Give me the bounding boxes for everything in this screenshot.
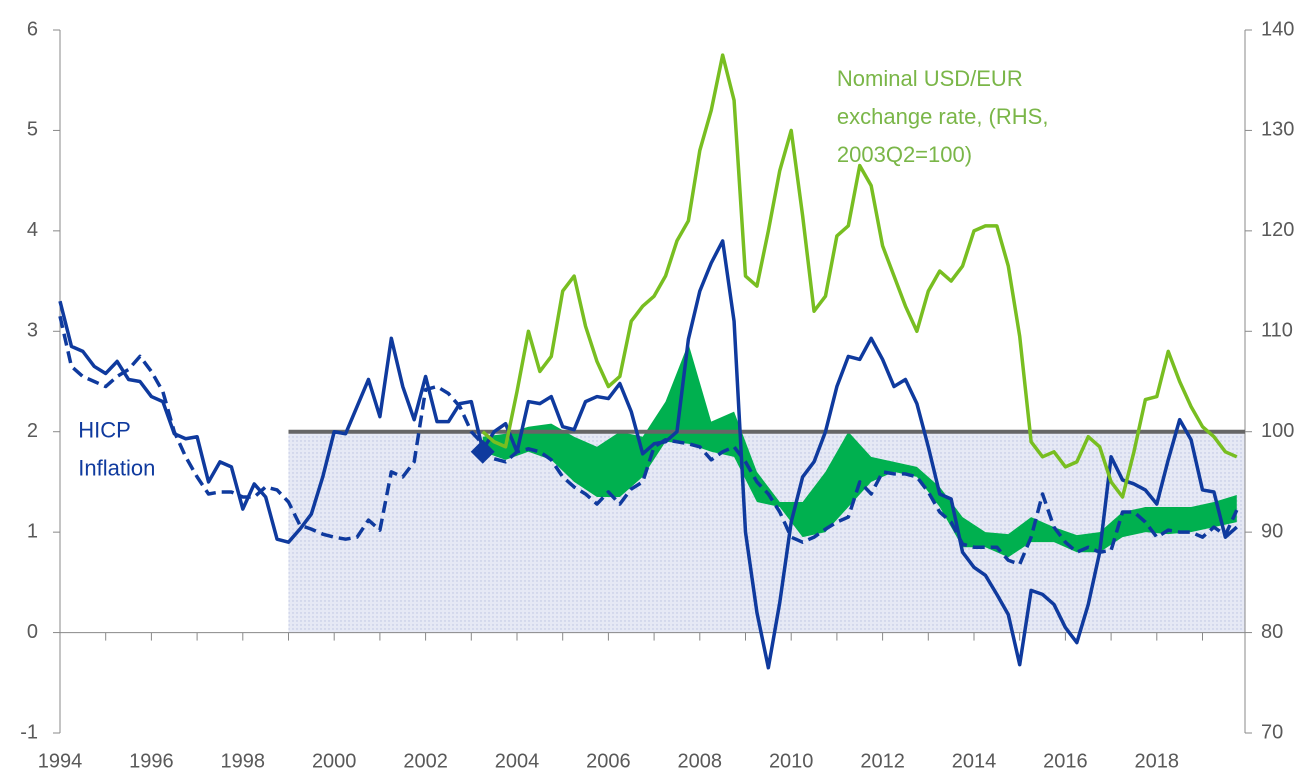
x-tick-label: 2006 [586,750,631,772]
series-line [58,315,1239,567]
x-tick-label: 2018 [1135,750,1180,772]
target-zone [288,431,1245,633]
x-tick-label: 2012 [860,750,905,772]
x-tick-label: 2014 [952,750,997,772]
x-tick-label: 1996 [129,750,174,772]
x-tick-label: 1998 [221,750,266,772]
annotation: exchange rate, (RHS, [837,104,1049,129]
annotation: 2003Q2=100) [837,142,972,167]
annotation: Nominal USD/EUR [837,66,1023,91]
y-tick-label: -1 [20,721,38,743]
x-tick-label: 2002 [403,750,448,772]
y2-tick-label: 100 [1261,420,1294,442]
y2-tick-label: 110 [1261,320,1293,342]
x-tick-label: 2008 [678,750,723,772]
y-tick-label: 6 [27,18,38,40]
x-tick-label: 2004 [495,750,540,772]
x-tick-label: 2016 [1043,750,1088,772]
y-tick-label: 2 [27,420,38,442]
y-tick-label: 1 [27,520,38,542]
y-tick-label: 3 [27,320,38,342]
marker [470,439,495,464]
range-band [482,343,1237,558]
y2-tick-label: 130 [1261,119,1294,141]
series-line [481,53,1238,499]
annotation: HICP [78,418,131,443]
annotation: Inflation [78,456,155,481]
y2-tick-label: 70 [1261,721,1283,743]
y2-tick-label: 80 [1261,621,1283,643]
y2-tick-label: 140 [1261,18,1294,40]
y-tick-label: 5 [27,119,38,141]
series-line [58,239,1238,670]
x-tick-label: 2010 [769,750,814,772]
y-tick-label: 0 [27,621,38,643]
y2-tick-label: 120 [1261,219,1294,241]
y-tick-label: 4 [27,219,38,241]
x-tick-label: 1994 [38,750,83,772]
x-tick-label: 2000 [312,750,357,772]
y2-tick-label: 90 [1261,520,1283,542]
